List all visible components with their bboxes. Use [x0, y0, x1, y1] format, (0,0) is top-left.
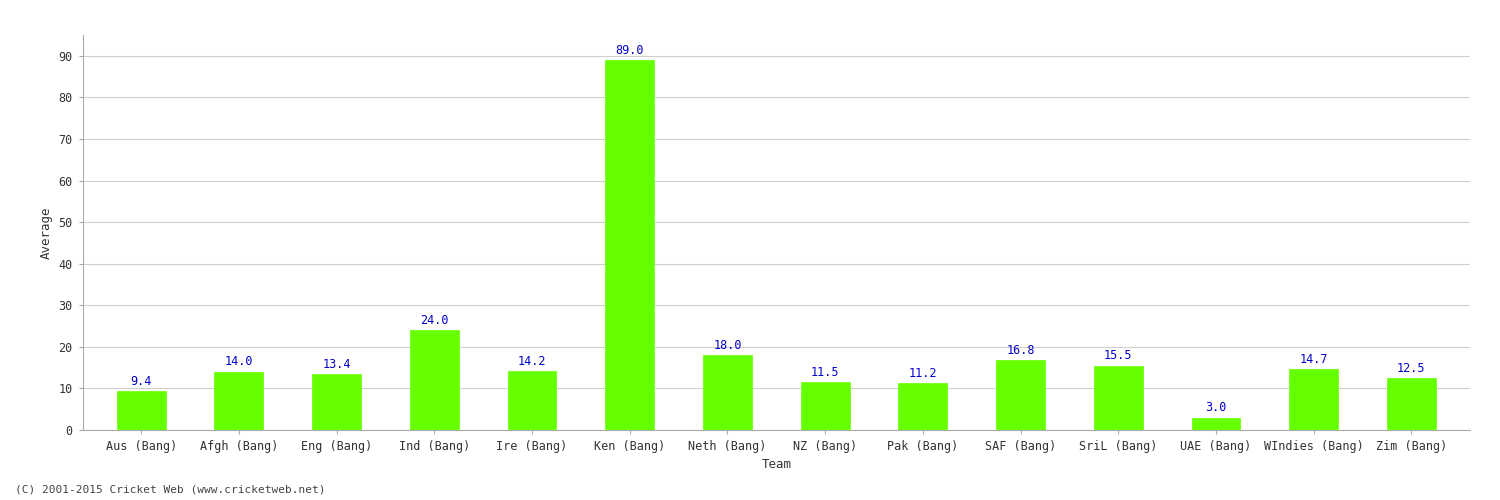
Text: 3.0: 3.0 [1206, 401, 1227, 414]
Text: 12.5: 12.5 [1396, 362, 1425, 374]
Text: 16.8: 16.8 [1007, 344, 1035, 357]
Bar [606, 60, 654, 430]
Bar [801, 382, 849, 430]
Bar [507, 371, 556, 430]
Bar [898, 384, 946, 430]
Bar [214, 372, 264, 430]
Bar [1388, 378, 1435, 430]
Bar [1288, 369, 1338, 430]
Bar [312, 374, 362, 430]
Text: 15.5: 15.5 [1104, 349, 1132, 362]
Text: 14.0: 14.0 [225, 356, 254, 368]
Text: 89.0: 89.0 [615, 44, 644, 57]
Text: 13.4: 13.4 [322, 358, 351, 371]
Text: 11.2: 11.2 [909, 367, 938, 380]
Bar [1191, 418, 1240, 430]
Text: 24.0: 24.0 [420, 314, 448, 327]
X-axis label: Team: Team [760, 458, 792, 471]
Bar [996, 360, 1045, 430]
Bar [117, 391, 165, 430]
Text: 14.2: 14.2 [518, 354, 546, 368]
Bar [1094, 366, 1143, 430]
Text: (C) 2001-2015 Cricket Web (www.cricketweb.net): (C) 2001-2015 Cricket Web (www.cricketwe… [15, 485, 326, 495]
Bar [704, 355, 752, 430]
Text: 14.7: 14.7 [1299, 352, 1328, 366]
Text: 11.5: 11.5 [812, 366, 840, 379]
Text: 18.0: 18.0 [712, 339, 741, 352]
Bar [410, 330, 459, 430]
Y-axis label: Average: Average [40, 206, 53, 259]
Text: 9.4: 9.4 [130, 374, 152, 388]
